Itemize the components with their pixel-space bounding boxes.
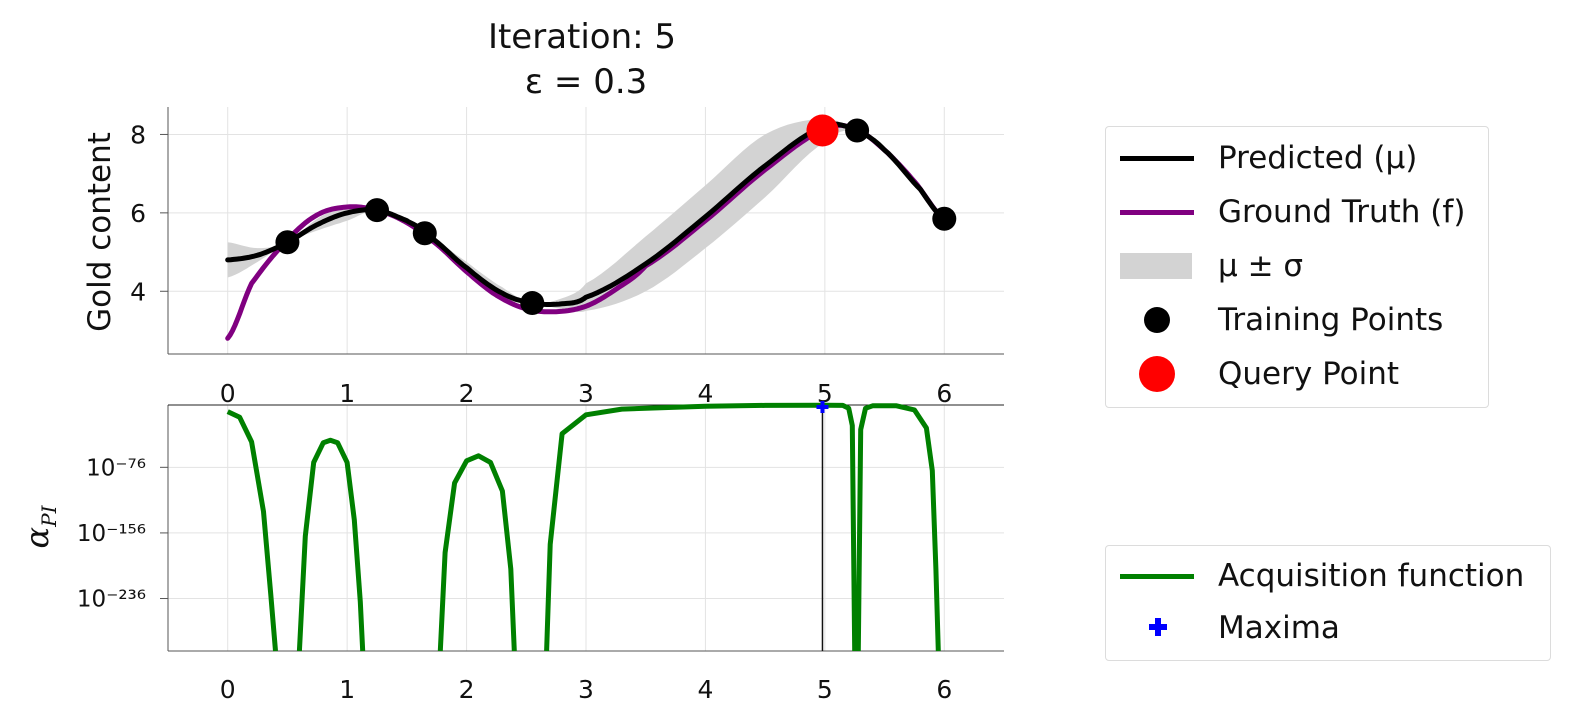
top-x-tick-label: 0 — [220, 379, 236, 408]
legend-top: Predicted (μ) Ground Truth (f) μ ± σ Traini… — [1105, 126, 1489, 408]
top-y-tick-label: 4 — [130, 277, 146, 306]
legend-dot-swatch — [1144, 307, 1170, 333]
bottom-x-tick-label: 0 — [220, 675, 236, 704]
legend-item: Ground Truth (f) — [1106, 187, 1488, 237]
chart-title-line1: Iteration: 5 — [488, 17, 676, 57]
legend-band-swatch — [1120, 253, 1192, 279]
legend-bottom: Acquisition function Maxima — [1105, 545, 1551, 661]
legend-dot-swatch — [1139, 356, 1175, 392]
training-point — [275, 230, 300, 255]
training-point — [932, 206, 957, 231]
query-point — [806, 114, 839, 147]
bottom-x-tick-label: 2 — [459, 675, 475, 704]
acquisition-line-segment — [437, 453, 517, 652]
top-x-tick-label: 4 — [697, 379, 713, 408]
legend-item: Training Points — [1106, 295, 1488, 345]
acquisition-line-segment — [855, 403, 941, 652]
bottom-y-axis-label: αPI — [18, 504, 61, 548]
bottom-x-tick-label: 1 — [339, 675, 355, 704]
top-x-tick-label: 2 — [459, 379, 475, 408]
legend-label: μ ± σ — [1218, 248, 1304, 284]
training-point — [845, 118, 870, 143]
bottom-x-tick-label: 6 — [936, 675, 952, 704]
bottom-x-tick-label: 3 — [578, 675, 594, 704]
top-x-tick-label: 5 — [817, 379, 833, 408]
bottom-x-tick-label: 4 — [697, 675, 713, 704]
acquisition-line-segment — [544, 402, 858, 652]
legend-line-swatch — [1120, 156, 1194, 161]
legend-line-swatch — [1120, 210, 1194, 215]
legend-label: Query Point — [1218, 356, 1400, 392]
top-y-tick-label: 8 — [130, 120, 146, 149]
bottom-x-tick-label: 5 — [817, 675, 833, 704]
legend-item: Maxima — [1106, 603, 1550, 653]
acquisition-line-segment — [226, 409, 278, 652]
training-point — [365, 198, 389, 223]
gp-plot: 0 1 2 3 4 5 6 4 6 8 — [130, 107, 1004, 408]
top-x-tick-label: 6 — [936, 379, 952, 408]
top-x-tick-label: 3 — [578, 379, 594, 408]
legend-label: Ground Truth (f) — [1218, 194, 1466, 230]
legend-line-swatch — [1120, 574, 1194, 579]
legend-item: Query Point — [1106, 349, 1488, 399]
top-y-axis-label: Gold content — [82, 132, 118, 332]
legend-item: μ ± σ — [1106, 241, 1488, 291]
bottom-y-tick-label: 10⁻¹⁵⁶ — [77, 521, 146, 547]
bottom-y-tick-label: 10⁻⁷⁶ — [86, 455, 146, 481]
legend-label: Predicted (μ) — [1218, 140, 1418, 176]
legend-label: Acquisition function — [1218, 558, 1525, 594]
top-x-tick-label: 1 — [339, 379, 355, 408]
top-y-tick-label: 6 — [130, 199, 146, 228]
chart-title-line2: ε = 0.3 — [525, 62, 648, 102]
acquisition-plot: 0 1 2 3 4 5 6 10⁻⁷⁶ 10⁻¹⁵⁶ 10⁻²³⁶ — [77, 401, 1004, 704]
bottom-y-tick-label: 10⁻²³⁶ — [77, 587, 146, 613]
legend-item: Predicted (μ) — [1106, 133, 1488, 183]
legend-label: Training Points — [1218, 302, 1444, 338]
training-point — [520, 291, 545, 316]
acquisition-line-segment — [296, 437, 366, 652]
training-point — [412, 221, 437, 246]
plus-icon — [1146, 615, 1170, 639]
legend-item: Acquisition function — [1106, 551, 1550, 601]
maxima-marker — [816, 401, 829, 413]
legend-label: Maxima — [1218, 610, 1340, 646]
